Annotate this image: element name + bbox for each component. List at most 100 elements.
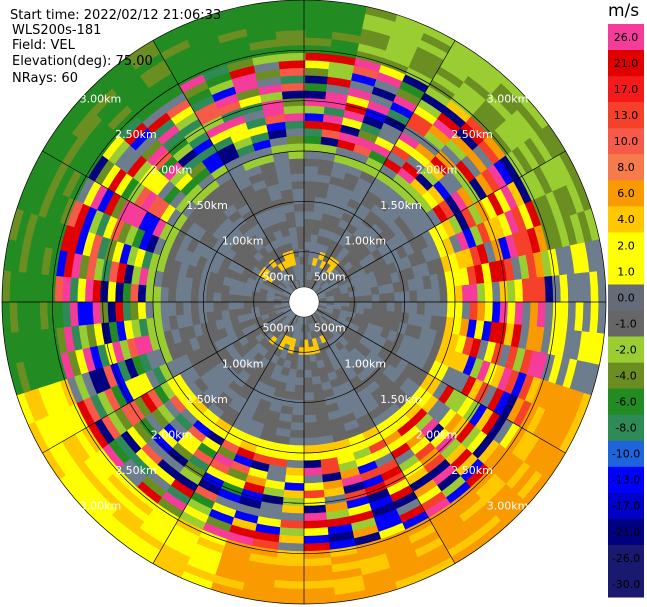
velocity-gate — [281, 497, 304, 507]
velocity-gate — [273, 329, 282, 339]
velocity-gate — [217, 28, 249, 44]
velocity-gate — [424, 302, 433, 317]
velocity-gate — [305, 316, 309, 325]
velocity-gate — [272, 363, 283, 375]
velocity-gate — [266, 121, 287, 133]
velocity-gate — [512, 231, 527, 258]
velocity-gate — [363, 308, 372, 317]
velocity-gate — [407, 252, 420, 268]
velocity-gate — [316, 427, 333, 438]
velocity-gate — [379, 293, 388, 303]
velocity-gate — [410, 200, 427, 219]
velocity-gate — [183, 80, 210, 100]
velocity-gate — [423, 497, 451, 519]
velocity-gate — [317, 166, 333, 177]
velocity-gate — [489, 130, 513, 157]
velocity-gate — [235, 301, 244, 310]
velocity-gate — [505, 461, 531, 491]
velocity-gate — [144, 65, 174, 89]
velocity-gate — [74, 145, 98, 174]
velocity-gate — [119, 242, 132, 265]
velocity-gate — [303, 414, 317, 424]
velocity-gate — [168, 314, 179, 331]
velocity-gate — [396, 87, 423, 107]
velocity-gate — [365, 241, 378, 254]
velocity-gate — [248, 271, 259, 281]
velocity-gate — [228, 308, 238, 318]
velocity-gate — [420, 32, 453, 55]
info-box: Start time: 2022/02/12 21:06:33 WLS200s-… — [10, 8, 221, 86]
velocity-gate — [303, 482, 324, 492]
velocity-gate — [391, 564, 424, 583]
velocity-gate — [410, 149, 432, 168]
velocity-gate — [476, 302, 486, 322]
velocity-gate — [139, 391, 158, 414]
velocity-gate — [510, 466, 537, 496]
velocity-gate — [37, 186, 57, 218]
velocity-gate — [314, 312, 322, 320]
velocity-gate — [353, 210, 367, 223]
velocity-gate — [218, 411, 237, 427]
velocity-gate — [281, 317, 289, 325]
velocity-gate — [16, 300, 27, 332]
velocity-gate — [131, 486, 158, 510]
velocity-gate — [322, 113, 345, 125]
velocity-gate — [31, 272, 42, 302]
velocity-gate — [511, 347, 526, 374]
velocity-gate — [193, 376, 209, 394]
velocity-gate — [450, 133, 474, 157]
velocity-gate — [292, 330, 298, 340]
velocity-gate — [455, 160, 476, 183]
velocity-gate — [574, 272, 584, 304]
velocity-gate — [256, 438, 275, 451]
velocity-gate — [289, 234, 298, 243]
velocity-gate — [302, 519, 328, 529]
velocity-gate — [317, 343, 326, 353]
velocity-gate — [562, 215, 578, 247]
velocity-gate — [303, 407, 316, 416]
velocity-gate — [456, 396, 475, 419]
velocity-gate — [261, 98, 285, 110]
velocity-gate — [211, 574, 245, 591]
velocity-gate — [156, 403, 175, 424]
velocity-gate — [164, 45, 195, 67]
velocity-gate — [174, 390, 192, 409]
velocity-gate — [286, 135, 305, 145]
velocity-gate — [315, 258, 323, 268]
velocity-gate — [326, 330, 335, 340]
velocity-gate — [382, 364, 396, 379]
velocity-gate — [178, 466, 203, 486]
velocity-gate — [129, 452, 153, 477]
velocity-gate — [328, 354, 339, 365]
velocity-gate — [444, 443, 467, 466]
velocity-gate — [273, 264, 282, 274]
velocity-gate — [397, 454, 420, 473]
velocity-gate — [51, 380, 70, 410]
velocity-gate — [483, 341, 497, 364]
velocity-gate — [434, 515, 464, 539]
velocity-gate — [138, 521, 169, 545]
azimuth-spokes — [2, 0, 606, 604]
velocity-gate — [81, 149, 104, 178]
velocity-gate — [517, 203, 535, 231]
velocity-gate — [239, 488, 264, 502]
velocity-gate — [281, 268, 289, 278]
colorbar-swatch — [608, 258, 644, 285]
velocity-gate — [159, 345, 173, 364]
velocity-gate — [468, 338, 482, 359]
velocity-gate — [404, 403, 423, 421]
velocity-gate — [497, 344, 512, 369]
velocity-gate — [589, 302, 599, 335]
velocity-gate — [483, 135, 507, 161]
velocity-gate — [67, 226, 82, 254]
velocity-gate — [151, 174, 170, 196]
velocity-gate — [363, 582, 398, 598]
velocity-gate — [89, 183, 109, 210]
velocity-gate — [455, 353, 470, 374]
velocity-gate — [424, 423, 445, 444]
velocity-gate — [89, 393, 108, 420]
velocity-gate — [209, 581, 243, 598]
velocity-gate — [559, 151, 581, 184]
velocity-gate — [493, 188, 512, 214]
velocity-gate — [352, 446, 372, 461]
